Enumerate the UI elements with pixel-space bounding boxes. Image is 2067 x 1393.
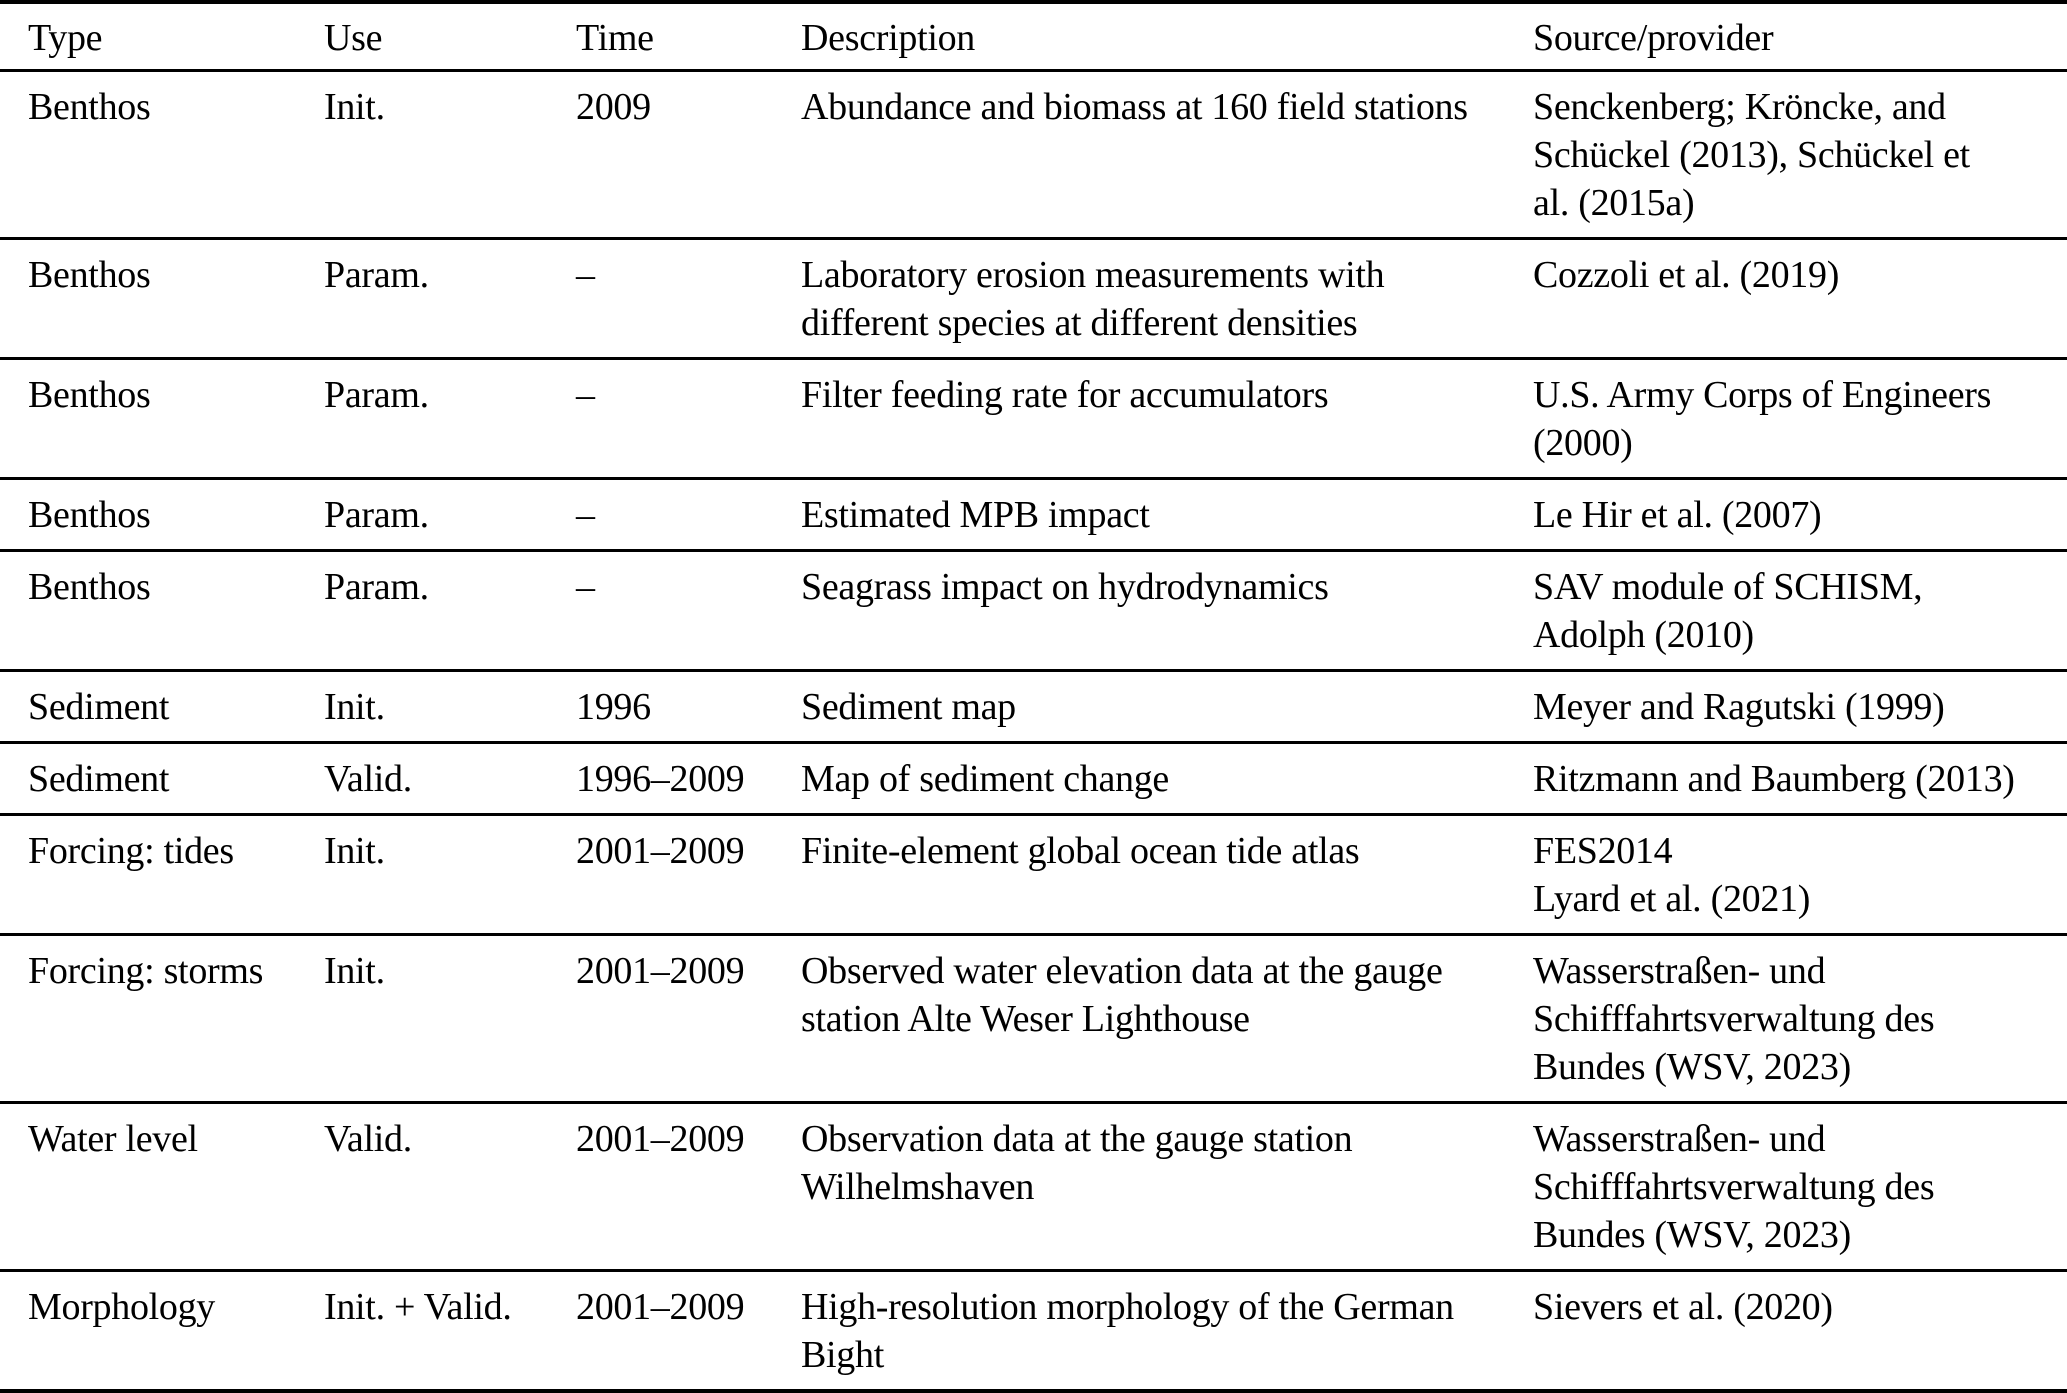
type-cell: Benthos <box>28 254 151 296</box>
table-row: Morphology Init. + Valid. 2001–2009 High… <box>0 1271 2067 1391</box>
table-row: Water level Valid. 2001–2009 Observation… <box>0 1103 2067 1271</box>
source-cell: SAV module of SCHISM, Adolph (2010) <box>1533 566 1923 656</box>
description-cell: Laboratory erosion measurements with dif… <box>801 254 1385 344</box>
table-row: Forcing: storms Init. 2001–2009 Observed… <box>0 935 2067 1103</box>
time-cell: 1996–2009 <box>576 758 745 800</box>
description-cell: Abundance and biomass at 160 field stati… <box>801 86 1468 128</box>
source-cell: Le Hir et al. (2007) <box>1533 494 1822 536</box>
time-cell: – <box>576 566 595 608</box>
type-cell: Water level <box>28 1118 198 1160</box>
description-cell: Observation data at the gauge station Wi… <box>801 1118 1353 1208</box>
type-cell: Forcing: storms <box>28 950 264 992</box>
use-cell: Init. + Valid. <box>324 1286 512 1328</box>
description-cell: Observed water elevation data at the gau… <box>801 950 1443 1040</box>
description-cell: Sediment map <box>801 686 1016 728</box>
source-cell: U.S. Army Corps of Engineers (2000) <box>1533 374 1992 464</box>
table-row: Benthos Param. – Filter feeding rate for… <box>0 359 2067 479</box>
source-cell: Cozzoli et al. (2019) <box>1533 254 1840 296</box>
type-cell: Forcing: tides <box>28 830 234 872</box>
time-cell: – <box>576 254 595 296</box>
use-cell: Init. <box>324 686 385 728</box>
time-cell: 2009 <box>576 86 651 128</box>
use-cell: Init. <box>324 86 385 128</box>
table-row: Benthos Param. – Seagrass impact on hydr… <box>0 551 2067 671</box>
type-cell: Sediment <box>28 686 170 728</box>
table-row: Benthos Param. – Laboratory erosion meas… <box>0 239 2067 359</box>
time-cell: 2001–2009 <box>576 950 745 992</box>
source-cell: Meyer and Ragutski (1999) <box>1533 686 1945 728</box>
description-cell: Finite-element global ocean tide atlas <box>801 830 1360 872</box>
time-cell: 1996 <box>576 686 651 728</box>
type-cell: Benthos <box>28 374 151 416</box>
use-cell: Valid. <box>324 758 412 800</box>
use-cell: Param. <box>324 254 429 296</box>
description-cell: Estimated MPB impact <box>801 494 1150 536</box>
description-cell: Seagrass impact on hydrodynamics <box>801 566 1329 608</box>
table-row: Benthos Param. – Estimated MPB impact Le… <box>0 479 2067 551</box>
table-row: Sediment Init. 1996 Sediment map Meyer a… <box>0 671 2067 743</box>
time-cell: 2001–2009 <box>576 1286 745 1328</box>
type-cell: Benthos <box>28 494 151 536</box>
source-cell: Wasserstraßen- und Schifffahrtsverwaltun… <box>1533 1118 1935 1256</box>
type-cell: Benthos <box>28 566 151 608</box>
col-header-source-provider: Source/provider <box>1533 17 1774 59</box>
type-cell: Morphology <box>28 1286 216 1328</box>
col-header-time: Time <box>576 17 654 59</box>
time-cell: 2001–2009 <box>576 830 745 872</box>
time-cell: 2001–2009 <box>576 1118 745 1160</box>
table-row: Benthos Init. 2009 Abundance and biomass… <box>0 71 2067 239</box>
type-cell: Benthos <box>28 86 151 128</box>
type-cell: Sediment <box>28 758 170 800</box>
description-cell: Map of sediment change <box>801 758 1170 800</box>
header-row: Type Use Time Description Source/provide… <box>0 2 2067 71</box>
source-cell: Wasserstraßen- und Schifffahrtsverwaltun… <box>1533 950 1935 1088</box>
use-cell: Param. <box>324 494 429 536</box>
source-cell: Senckenberg; Kröncke, and Schückel (2013… <box>1533 86 1970 224</box>
use-cell: Init. <box>324 950 385 992</box>
source-cell: FES2014 Lyard et al. (2021) <box>1533 830 1811 920</box>
table-row: Forcing: tides Init. 2001–2009 Finite-el… <box>0 815 2067 935</box>
time-cell: – <box>576 374 595 416</box>
table-row: Sediment Valid. 1996–2009 Map of sedimen… <box>0 743 2067 815</box>
use-cell: Param. <box>324 566 429 608</box>
time-cell: – <box>576 494 595 536</box>
use-cell: Valid. <box>324 1118 412 1160</box>
col-header-description: Description <box>801 17 975 59</box>
col-header-use: Use <box>324 17 383 59</box>
use-cell: Param. <box>324 374 429 416</box>
use-cell: Init. <box>324 830 385 872</box>
description-cell: High-resolution morphology of the German… <box>801 1286 1454 1376</box>
source-cell: Ritzmann and Baumberg (2013) <box>1533 758 2015 800</box>
source-cell: Sievers et al. (2020) <box>1533 1286 1833 1328</box>
col-header-type: Type <box>28 17 103 59</box>
description-cell: Filter feeding rate for accumulators <box>801 374 1329 416</box>
